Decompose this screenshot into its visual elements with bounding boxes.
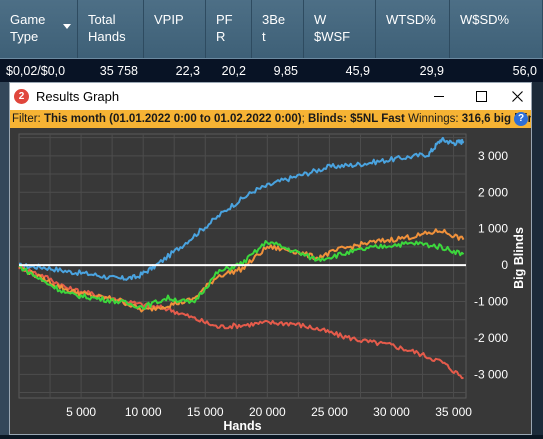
table-cell: 22,3	[175, 64, 200, 78]
stats-table-row[interactable]: $0,02/$0,0 35 758 22,3 20,2 9,85 45,9 29,9 56,0	[0, 58, 543, 82]
filter-blinds-label: Blinds:	[307, 113, 351, 125]
minimize-icon	[434, 96, 444, 97]
filter-prefix: Filter:	[12, 113, 44, 125]
column-header[interactable]: Game Type	[0, 0, 78, 58]
background-strip	[532, 82, 543, 435]
table-cell: 56,0	[512, 64, 537, 78]
table-cell: 20,2	[221, 64, 246, 78]
column-header[interactable]: W $WSF	[304, 0, 376, 58]
minimize-button[interactable]	[416, 83, 462, 110]
results-graph-window: 2 Results Graph Filter: This month (01.0…	[9, 82, 532, 435]
table-cell: 45,9	[345, 64, 370, 78]
y-tick-label: -3 000	[474, 367, 508, 381]
close-icon	[512, 91, 523, 102]
table-cell: 29,9	[419, 64, 444, 78]
filter-blinds-value: $5NL Fast	[350, 113, 405, 125]
maximize-icon	[475, 91, 487, 102]
window-titlebar[interactable]: 2 Results Graph	[10, 83, 531, 110]
table-cell: $0,02/$0,0	[6, 64, 66, 78]
filter-winnings-label: Winnings:	[404, 113, 462, 125]
y-tick-label: 3 000	[478, 149, 508, 163]
app-logo-icon: 2	[14, 89, 29, 104]
series-line	[18, 228, 465, 313]
y-tick-label: 0	[501, 258, 508, 272]
dropdown-arrow-icon[interactable]	[63, 24, 71, 29]
x-tick-label: 15 000	[187, 405, 224, 419]
filter-separator: ;	[301, 113, 308, 125]
maximize-button[interactable]	[458, 83, 504, 110]
column-header[interactable]: WTSD%	[376, 0, 450, 58]
column-header[interactable]: W$SD%	[450, 0, 543, 58]
filter-period: This month (01.01.2022 0:00 to 01.02.202…	[43, 113, 302, 125]
x-tick-label: 5 000	[66, 405, 96, 419]
column-header[interactable]: Total Hands	[78, 0, 144, 58]
x-tick-label: 30 000	[373, 405, 410, 419]
series-line	[19, 136, 465, 281]
table-cell: 35 758	[99, 64, 138, 78]
results-chart: 3 000 2 000 1 000 0 -1 000 -2 000 -3 000 5 000 1…	[10, 128, 531, 434]
filter-winnings-value: 316,6 big blinds	[461, 113, 531, 125]
y-tick-label: 1 000	[478, 222, 508, 236]
y-tick-label: -2 000	[474, 331, 508, 345]
window-title: Results Graph	[36, 89, 120, 104]
column-header[interactable]: VPIP	[144, 0, 206, 58]
column-header[interactable]: 3Be t	[252, 0, 304, 58]
background-strip	[0, 82, 9, 435]
table-cell: 9,85	[273, 64, 298, 78]
close-button[interactable]	[504, 83, 531, 110]
y-tick-label: 2 000	[478, 185, 508, 199]
x-axis-label: Hands	[223, 419, 261, 433]
y-axis-label: Big Blinds	[512, 227, 526, 289]
column-header[interactable]: PF R	[206, 0, 252, 58]
results-line-chart: 3 000 2 000 1 000 0 -1 000 -2 000 -3 000 5 000 1…	[18, 133, 526, 433]
x-tick-label: 25 000	[311, 405, 348, 419]
help-icon[interactable]: ?	[514, 112, 528, 126]
series-line	[18, 264, 464, 380]
filter-bar[interactable]: Filter: This month (01.01.2022 0:00 to 0…	[10, 110, 531, 128]
x-tick-label: 10 000	[125, 405, 162, 419]
y-tick-label: -1 000	[474, 295, 508, 309]
x-tick-label: 20 000	[249, 405, 286, 419]
x-tick-label: 35 000	[435, 405, 472, 419]
